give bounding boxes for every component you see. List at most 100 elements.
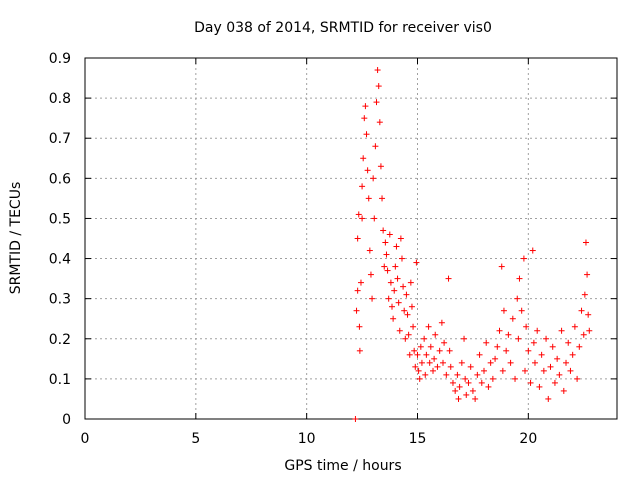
data-point bbox=[405, 331, 412, 338]
data-point bbox=[359, 183, 366, 190]
data-point bbox=[357, 279, 364, 286]
data-point bbox=[483, 339, 490, 346]
data-point bbox=[499, 367, 506, 374]
data-point bbox=[391, 287, 398, 294]
y-tick-label: 0.3 bbox=[49, 292, 71, 308]
data-point bbox=[434, 363, 441, 370]
data-point bbox=[529, 247, 536, 254]
data-point bbox=[478, 379, 485, 386]
data-point bbox=[365, 195, 372, 202]
data-point bbox=[514, 295, 521, 302]
data-point bbox=[498, 263, 505, 270]
data-point bbox=[547, 363, 554, 370]
data-point bbox=[360, 155, 367, 162]
data-point bbox=[369, 295, 376, 302]
data-point bbox=[384, 267, 391, 274]
data-point bbox=[438, 319, 445, 326]
data-point bbox=[354, 287, 361, 294]
data-point bbox=[366, 247, 373, 254]
data-point bbox=[414, 351, 421, 358]
data-point bbox=[387, 279, 394, 286]
data-point bbox=[402, 335, 409, 342]
y-tick-label: 0.4 bbox=[49, 252, 71, 268]
data-point bbox=[496, 327, 503, 334]
x-tick-label: 20 bbox=[519, 431, 537, 447]
data-point bbox=[509, 315, 516, 322]
data-point bbox=[410, 323, 417, 330]
data-point bbox=[375, 83, 382, 90]
data-point bbox=[556, 371, 563, 378]
tick-layer bbox=[84, 57, 617, 420]
y-tick-label: 0.9 bbox=[49, 51, 71, 67]
data-point bbox=[580, 331, 587, 338]
data-point bbox=[449, 379, 456, 386]
data-point bbox=[377, 163, 384, 170]
data-point bbox=[385, 295, 392, 302]
y-tick-label: 0.8 bbox=[49, 91, 71, 107]
data-point bbox=[536, 383, 543, 390]
data-point bbox=[469, 387, 476, 394]
data-point bbox=[376, 119, 383, 126]
data-point bbox=[571, 323, 578, 330]
data-point bbox=[359, 215, 366, 222]
data-point bbox=[403, 291, 410, 298]
data-point bbox=[494, 343, 501, 350]
data-point bbox=[569, 351, 576, 358]
data-point bbox=[474, 371, 481, 378]
data-point bbox=[576, 343, 583, 350]
data-point bbox=[426, 359, 433, 366]
data-point bbox=[431, 355, 438, 362]
data-point bbox=[467, 363, 474, 370]
data-point bbox=[404, 311, 411, 318]
data-point bbox=[398, 255, 405, 262]
data-point bbox=[430, 367, 437, 374]
data-point bbox=[421, 335, 428, 342]
data-point bbox=[363, 131, 370, 138]
data-point bbox=[581, 291, 588, 298]
data-point bbox=[422, 371, 429, 378]
data-point bbox=[407, 279, 414, 286]
data-point bbox=[374, 67, 381, 74]
data-point bbox=[584, 271, 591, 278]
data-point bbox=[455, 395, 462, 402]
data-point bbox=[401, 307, 408, 314]
data-point bbox=[458, 359, 465, 366]
data-point bbox=[370, 175, 377, 182]
data-point bbox=[436, 347, 443, 354]
data-point bbox=[432, 331, 439, 338]
data-point bbox=[425, 323, 432, 330]
data-point bbox=[574, 375, 581, 382]
data-point bbox=[481, 367, 487, 374]
data-point bbox=[400, 283, 407, 290]
data-point bbox=[586, 327, 593, 334]
data-point bbox=[364, 167, 371, 174]
data-point bbox=[371, 215, 378, 222]
data-point bbox=[505, 331, 512, 338]
grid-layer bbox=[85, 58, 617, 419]
data-point bbox=[492, 355, 499, 362]
data-point bbox=[463, 391, 470, 398]
data-point bbox=[392, 263, 399, 270]
data-point bbox=[585, 311, 592, 318]
data-point bbox=[545, 395, 552, 402]
data-point bbox=[543, 335, 550, 342]
y-tick-label: 0.7 bbox=[49, 131, 71, 147]
data-point bbox=[465, 379, 472, 386]
data-point bbox=[563, 359, 570, 366]
data-point bbox=[372, 143, 379, 150]
data-point bbox=[382, 239, 389, 246]
data-point bbox=[551, 379, 558, 386]
y-tick-label: 0.1 bbox=[49, 372, 71, 388]
data-point bbox=[527, 379, 534, 386]
data-point bbox=[416, 375, 423, 382]
data-point bbox=[461, 335, 468, 342]
data-point bbox=[582, 239, 589, 246]
y-tick-label: 0.6 bbox=[49, 171, 71, 187]
data-point bbox=[443, 371, 450, 378]
data-point bbox=[411, 347, 418, 354]
data-point bbox=[353, 307, 360, 314]
data-point bbox=[445, 275, 452, 282]
data-point bbox=[507, 359, 514, 366]
data-point bbox=[390, 315, 397, 322]
data-point bbox=[472, 395, 479, 402]
